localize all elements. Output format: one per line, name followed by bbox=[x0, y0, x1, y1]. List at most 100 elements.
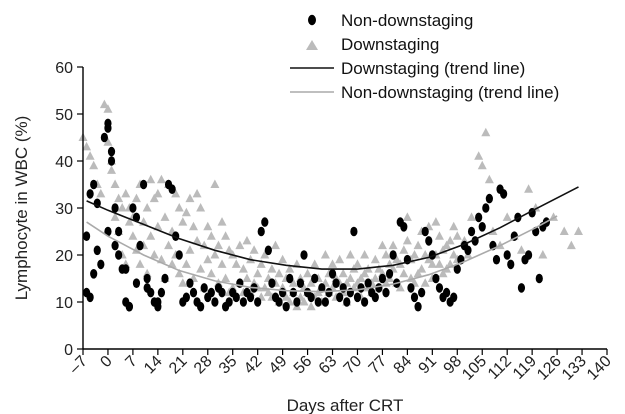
x-tick-label: 112 bbox=[485, 353, 515, 383]
x-tick-label: 140 bbox=[584, 353, 615, 384]
non-downstaging-point bbox=[100, 132, 108, 143]
downstaging-point bbox=[96, 188, 106, 198]
downstaging-point bbox=[242, 273, 252, 282]
non-downstaging-point bbox=[407, 283, 415, 293]
plot-area bbox=[78, 99, 583, 312]
downstaging-point bbox=[156, 174, 166, 184]
downstaging-point bbox=[481, 127, 491, 137]
x-tick-label: 49 bbox=[266, 353, 291, 378]
downstaging-point bbox=[178, 217, 188, 226]
downstaging-point bbox=[256, 259, 266, 268]
y-tick-label: 40 bbox=[55, 154, 73, 171]
downstaging-point bbox=[434, 259, 444, 268]
downstaging-point bbox=[189, 221, 199, 231]
downstaging-point bbox=[146, 231, 156, 240]
non-downstaging-point bbox=[524, 250, 533, 260]
downstaging-point bbox=[171, 188, 181, 198]
y-tick-label: 0 bbox=[64, 342, 73, 359]
downstaging-point bbox=[217, 259, 227, 268]
downstaging-point bbox=[238, 264, 248, 273]
non-downstaging-point bbox=[218, 287, 226, 298]
non-downstaging-point bbox=[125, 301, 133, 312]
non-downstaging-point bbox=[161, 273, 169, 284]
y-tick-label: 60 bbox=[55, 60, 73, 77]
downstaging-point bbox=[178, 278, 188, 287]
non-downstaging-point bbox=[450, 292, 458, 303]
downstaging-point bbox=[89, 160, 99, 170]
downstaging-point bbox=[449, 221, 459, 231]
non-downstaging-point bbox=[82, 231, 91, 241]
non-downstaging-point bbox=[500, 189, 508, 199]
downstaging-point bbox=[160, 212, 170, 221]
downstaging-point bbox=[278, 254, 288, 264]
downstaging-point bbox=[392, 254, 402, 264]
downstaging-point bbox=[221, 231, 231, 240]
non-downstaging-point bbox=[361, 297, 369, 307]
downstaging-point bbox=[164, 240, 174, 250]
non-downstaging-point bbox=[507, 259, 515, 270]
downstaging-point bbox=[538, 250, 548, 259]
non-downstaging-point bbox=[314, 297, 322, 307]
non-downstaging-point bbox=[378, 273, 387, 284]
non-downstaging-point bbox=[132, 278, 141, 289]
y-tick-label: 10 bbox=[55, 295, 73, 312]
downstaging-point bbox=[573, 226, 583, 235]
non-downstaging-point bbox=[503, 250, 511, 260]
non-downstaging-point bbox=[346, 287, 354, 298]
downstaging-point bbox=[270, 240, 280, 250]
downstaging-point bbox=[192, 235, 202, 245]
downstaging-point bbox=[299, 297, 309, 306]
y-tick-label: 20 bbox=[55, 248, 73, 265]
non-downstaging-point bbox=[90, 269, 98, 279]
downstaging-point bbox=[445, 235, 455, 245]
non-downstaging-point bbox=[275, 297, 283, 307]
downstaging-point bbox=[285, 264, 295, 273]
x-tick-label: 105 bbox=[459, 353, 490, 384]
non-downstaging-point bbox=[107, 156, 116, 166]
downstaging-point bbox=[82, 141, 92, 151]
downstaging-point bbox=[185, 193, 195, 203]
non-downstaging-point bbox=[475, 212, 483, 223]
non-downstaging-point bbox=[535, 273, 543, 284]
non-downstaging-point bbox=[225, 297, 233, 307]
downstaging-point bbox=[203, 254, 213, 264]
downstaging-point bbox=[370, 254, 380, 264]
y-tick-label: 30 bbox=[55, 201, 73, 218]
downstaging-point bbox=[103, 104, 113, 113]
non-downstaging-point bbox=[239, 297, 248, 307]
non-downstaging-point bbox=[485, 193, 493, 204]
downstaging-point bbox=[399, 245, 409, 254]
downstaging-point bbox=[402, 212, 412, 221]
non-downstaging-point bbox=[410, 292, 419, 303]
non-downstaging-point bbox=[307, 292, 315, 303]
x-tick-label: 0 bbox=[97, 353, 115, 371]
non-downstaging-point bbox=[311, 273, 319, 284]
downstaging-point bbox=[281, 292, 291, 301]
x-tick-label: 28 bbox=[191, 353, 216, 378]
x-axis-title: Days after CRT bbox=[287, 396, 404, 414]
downstaging-point bbox=[217, 217, 227, 226]
downstaging-point bbox=[196, 203, 206, 212]
non-downstaging-point bbox=[385, 269, 394, 279]
downstaging-point bbox=[452, 231, 462, 240]
downstaging-point bbox=[388, 240, 398, 250]
non-downstaging-point bbox=[189, 287, 198, 298]
downstaging-point bbox=[338, 268, 348, 278]
downstaging-point bbox=[410, 250, 420, 259]
downstaging-point bbox=[174, 268, 184, 278]
downstaging-point bbox=[474, 151, 484, 160]
downstaging-point bbox=[524, 184, 534, 193]
x-tick-label: 42 bbox=[241, 353, 266, 378]
non-downstaging-point bbox=[143, 283, 151, 293]
downstaging-point bbox=[181, 207, 191, 217]
legend-label-downstaging-trend: Downstaging (trend line) bbox=[341, 59, 525, 78]
downstaging-point bbox=[224, 245, 234, 254]
x-tick-label: 84 bbox=[391, 353, 416, 378]
downstaging-point bbox=[420, 278, 430, 287]
downstaging-point bbox=[128, 231, 138, 240]
non-downstaging-point bbox=[400, 222, 408, 232]
x-tick-label: 21 bbox=[166, 353, 191, 378]
downstaging-point bbox=[449, 250, 459, 259]
x-tick-label: 14 bbox=[141, 353, 166, 378]
